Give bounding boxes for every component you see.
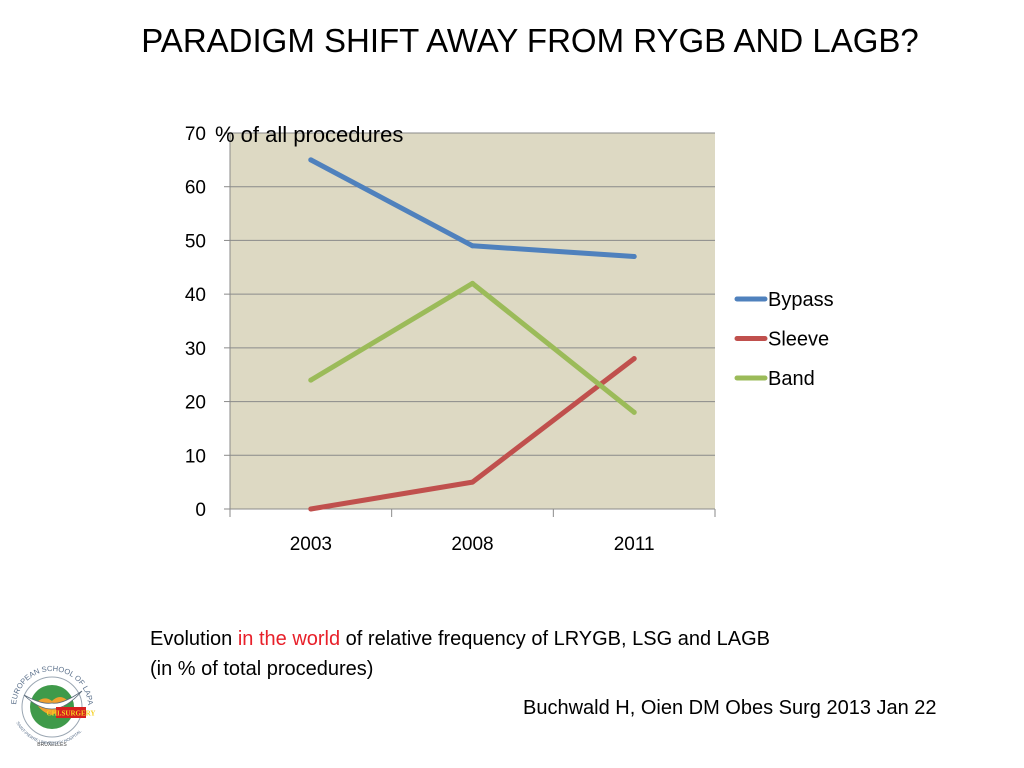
legend-label-bypass: Bypass — [768, 289, 834, 311]
y-tick-label: 20 — [185, 393, 206, 414]
line-chart: 0 10 20 30 40 50 60 70 2003 2008 2011 % of all proc… — [185, 122, 834, 555]
slide-title: PARADIGM SHIFT AWAY FROM RYGB AND LAGB? — [141, 22, 919, 59]
y-tick-label: 30 — [185, 339, 206, 360]
data-point-sleeve — [308, 506, 314, 512]
caption-suffix: of relative frequency of LRYGB, LSG and … — [340, 628, 770, 650]
y-tick-label: 50 — [185, 231, 206, 252]
data-point-band — [470, 280, 475, 286]
y-axis-label: % of all procedures — [215, 122, 403, 147]
y-tick-label: 10 — [185, 446, 206, 467]
plot-area — [230, 133, 715, 509]
data-point-sleeve — [470, 479, 475, 485]
x-tick-label: 2003 — [290, 534, 332, 555]
caption-highlight: in the world — [237, 628, 341, 650]
data-point-bypass — [631, 254, 637, 260]
data-point-sleeve — [631, 356, 637, 362]
data-point-bypass — [308, 157, 314, 163]
data-point-bypass — [470, 243, 475, 249]
legend-label-band: Band — [768, 368, 815, 390]
data-point-band — [308, 377, 314, 383]
x-tick-label: 2011 — [614, 534, 655, 555]
y-tick-label: 60 — [185, 178, 206, 199]
citation: Buchwald H, Oien DM Obes Surg 2013 Jan 2… — [523, 697, 937, 719]
school-logo: CHI.SURGERY EUROPEAN SCHOOL OF LAPAROSCO… — [2, 655, 96, 748]
x-tick-label: 2008 — [451, 534, 493, 555]
svg-text:BRUXELLES: BRUXELLES — [37, 742, 67, 748]
caption-prefix: Evolution — [150, 628, 238, 650]
y-tick-label: 0 — [195, 500, 206, 521]
y-tick-label: 40 — [185, 285, 206, 306]
bird-icon — [23, 690, 83, 710]
caption-line2: (in % of total procedures) — [150, 658, 374, 680]
legend-label-sleeve: Sleeve — [768, 329, 829, 351]
svg-text:CHI.SURGERY: CHI.SURGERY — [47, 710, 96, 718]
chart-caption: Evolution in the world of relative frequ… — [150, 624, 770, 684]
data-point-band — [631, 409, 637, 415]
y-tick-label: 70 — [185, 124, 206, 145]
